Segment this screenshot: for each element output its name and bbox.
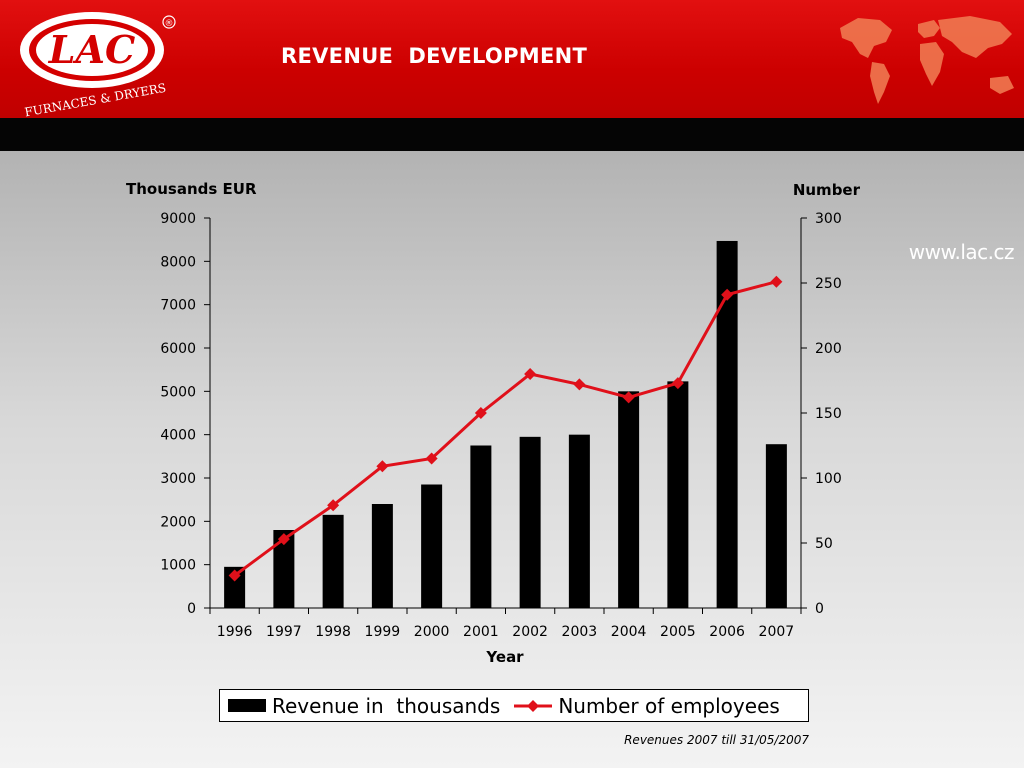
- employees-marker: [228, 569, 241, 582]
- revenue-bar: [765, 444, 787, 608]
- revenue-bar: [716, 240, 738, 608]
- employees-marker: [622, 391, 635, 404]
- lac-logo: LAC ® FURNACES & DRYERS: [20, 12, 176, 118]
- revenue-bar: [667, 381, 689, 608]
- employees-marker: [376, 460, 389, 473]
- employees-marker: [327, 499, 340, 512]
- black-banner: www.lac.cz: [0, 118, 1024, 264]
- y-left-tick-label: 8000: [160, 254, 196, 270]
- y-left-tick-label: 1000: [160, 558, 196, 574]
- footnote: Revenues 2007 till 31/05/2007: [624, 733, 809, 747]
- header-banner: LAC ® FURNACES & DRYERS REVENUE DEVELOPM…: [0, 0, 1024, 118]
- y-left-tick-label: 9000: [160, 211, 196, 227]
- y-left-tick-label: 7000: [160, 298, 196, 314]
- revenue-bar: [322, 514, 344, 608]
- page-title: REVENUE DEVELOPMENT: [281, 44, 588, 68]
- registered-mark: ®: [165, 19, 174, 29]
- y-right-tick-label: 300: [815, 211, 842, 227]
- employees-marker: [721, 288, 734, 301]
- revenue-bar: [568, 434, 590, 608]
- employees-marker: [524, 368, 537, 380]
- employees-marker: [474, 407, 487, 419]
- legend-revenue-swatch: [228, 699, 266, 712]
- x-tick-label: 2004: [611, 624, 647, 640]
- world-map-icon: [840, 16, 1014, 104]
- revenue-bar: [519, 436, 541, 608]
- y-left-tick-label: 0: [187, 601, 196, 617]
- logo-text: LAC: [48, 27, 135, 72]
- website-url[interactable]: www.lac.cz: [908, 240, 1015, 264]
- y-right-tick-label: 0: [815, 601, 824, 617]
- x-tick-label: 1998: [315, 624, 351, 640]
- revenue-bar: [273, 530, 295, 608]
- employees-marker: [573, 378, 586, 391]
- y-left-tick-label: 5000: [160, 384, 196, 400]
- y-left-tick-label: 4000: [160, 428, 196, 444]
- x-tick-label: 2000: [414, 624, 450, 640]
- x-tick-label: 1999: [365, 624, 401, 640]
- y-left-tick-label: 3000: [160, 471, 196, 487]
- revenue-bar: [421, 484, 443, 608]
- employees-marker: [277, 533, 290, 546]
- x-tick-label: 2007: [759, 624, 795, 640]
- x-tick-label: 1996: [217, 624, 253, 640]
- y-right-tick-label: 50: [815, 536, 833, 552]
- revenue-bar: [371, 504, 393, 608]
- employees-marker: [425, 452, 438, 465]
- x-tick-label: 2006: [709, 624, 745, 640]
- x-tick-label: 1997: [266, 624, 302, 640]
- x-tick-label: 2002: [512, 624, 548, 640]
- y-right-tick-label: 250: [815, 276, 842, 292]
- y-axis-right-title: Number: [793, 181, 861, 199]
- revenue-bar: [470, 445, 492, 608]
- employees-marker: [671, 377, 684, 390]
- x-tick-label: 2001: [463, 624, 499, 640]
- y-axis-left-title: Thousands EUR: [126, 180, 257, 198]
- employees-line: [233, 280, 777, 577]
- revenue-bar: [618, 391, 640, 608]
- employees-marker: [770, 275, 783, 288]
- y-right-tick-label: 100: [815, 471, 842, 487]
- x-tick-label: 2005: [660, 624, 696, 640]
- legend-revenue-label: Revenue in thousands: [272, 693, 501, 718]
- legend-employees-swatch: [514, 699, 553, 712]
- y-right-tick-label: 150: [815, 406, 842, 422]
- legend-employees-label: Number of employees: [558, 693, 780, 718]
- revenue-bar: [224, 566, 246, 608]
- x-tick-label: 2003: [562, 624, 598, 640]
- y-left-tick-label: 2000: [160, 514, 196, 530]
- y-right-tick-label: 200: [815, 341, 842, 357]
- chart-legend: Revenue in thousands Number of employees: [219, 689, 809, 722]
- x-axis-title: Year: [485, 648, 524, 666]
- y-left-tick-label: 6000: [160, 341, 196, 357]
